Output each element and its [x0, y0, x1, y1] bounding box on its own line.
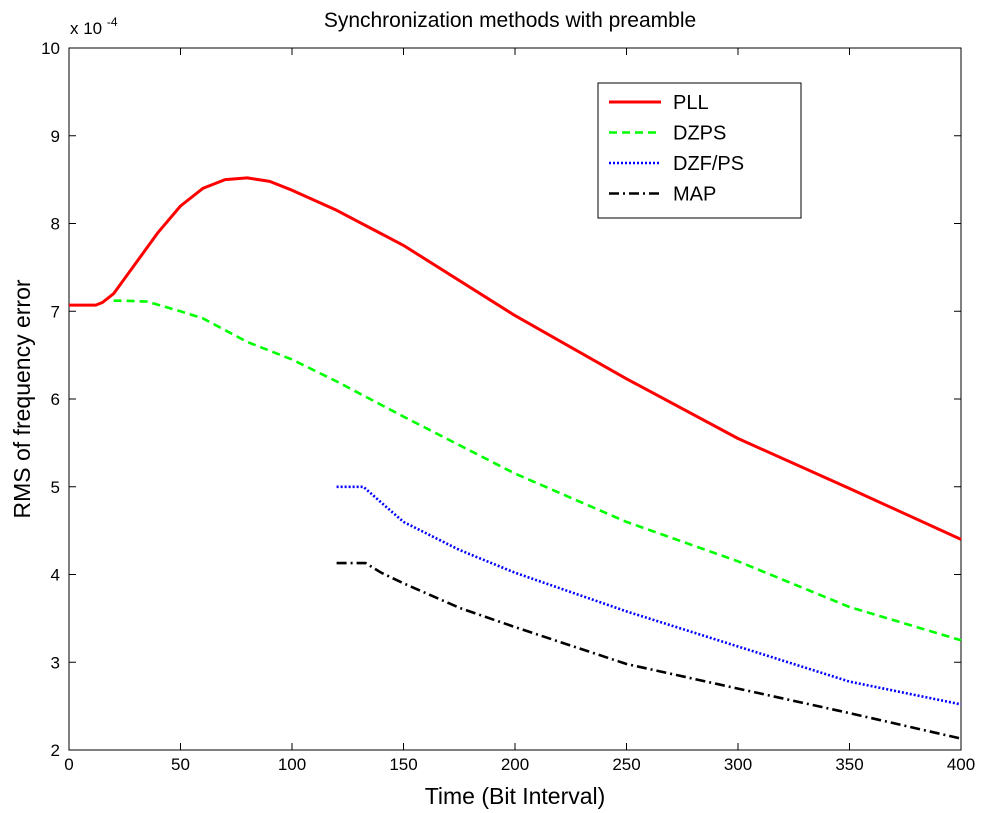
legend-label: MAP	[673, 184, 716, 206]
x-tick-label: 300	[724, 755, 752, 774]
x-tick-label: 50	[171, 755, 190, 774]
x-tick-label: 250	[612, 755, 640, 774]
legend-label: PLL	[673, 92, 709, 114]
y-tick-label: 3	[51, 653, 60, 672]
y-multiplier-exponent: -4	[107, 15, 118, 29]
y-axis-multiplier: x 10 -4	[70, 15, 118, 38]
legend-box	[597, 82, 802, 219]
legend-label: DZPS	[673, 123, 726, 145]
plot-area	[68, 47, 962, 751]
legend: PLL DZPS DZF/PS MAP	[597, 82, 802, 219]
chart-title: Synchronization methods with preamble	[324, 9, 696, 32]
y-tick-label: 10	[41, 39, 60, 58]
y-tick-label: 7	[51, 302, 60, 321]
y-axis-label: RMS of frequency error	[9, 279, 35, 518]
y-tick-label: 6	[51, 390, 60, 409]
y-tick-label: 2	[51, 741, 60, 760]
x-tick-label: 0	[64, 755, 73, 774]
series-line-dzf-ps	[336, 485, 962, 706]
y-tick-label: 4	[51, 566, 60, 585]
x-tick-label: 400	[947, 755, 975, 774]
x-tick-label: 100	[278, 755, 306, 774]
legend-items: PLL DZPS DZF/PS MAP	[609, 92, 744, 206]
y-tick-label: 5	[51, 478, 60, 497]
axis-ticks: 0 50 100 150 200 250 300 350 400 2 3 4 5 6 7 8 9 10	[41, 39, 975, 774]
y-tick-label: 8	[51, 215, 60, 234]
x-axis-label: Time (Bit Interval)	[425, 783, 606, 809]
x-tick-label: 150	[389, 755, 417, 774]
svg-text:x 10 -4: x 10 -4	[70, 15, 118, 38]
y-multiplier-base: x 10	[70, 19, 102, 38]
x-tick-label: 350	[835, 755, 863, 774]
series-line-map	[336, 561, 962, 740]
series-line-dzps	[113, 299, 962, 642]
series-layer	[69, 176, 962, 740]
legend-label: DZF/PS	[673, 153, 744, 175]
y-tick-label: 9	[51, 127, 60, 146]
series-line-pll	[69, 176, 962, 541]
x-tick-label: 200	[501, 755, 529, 774]
